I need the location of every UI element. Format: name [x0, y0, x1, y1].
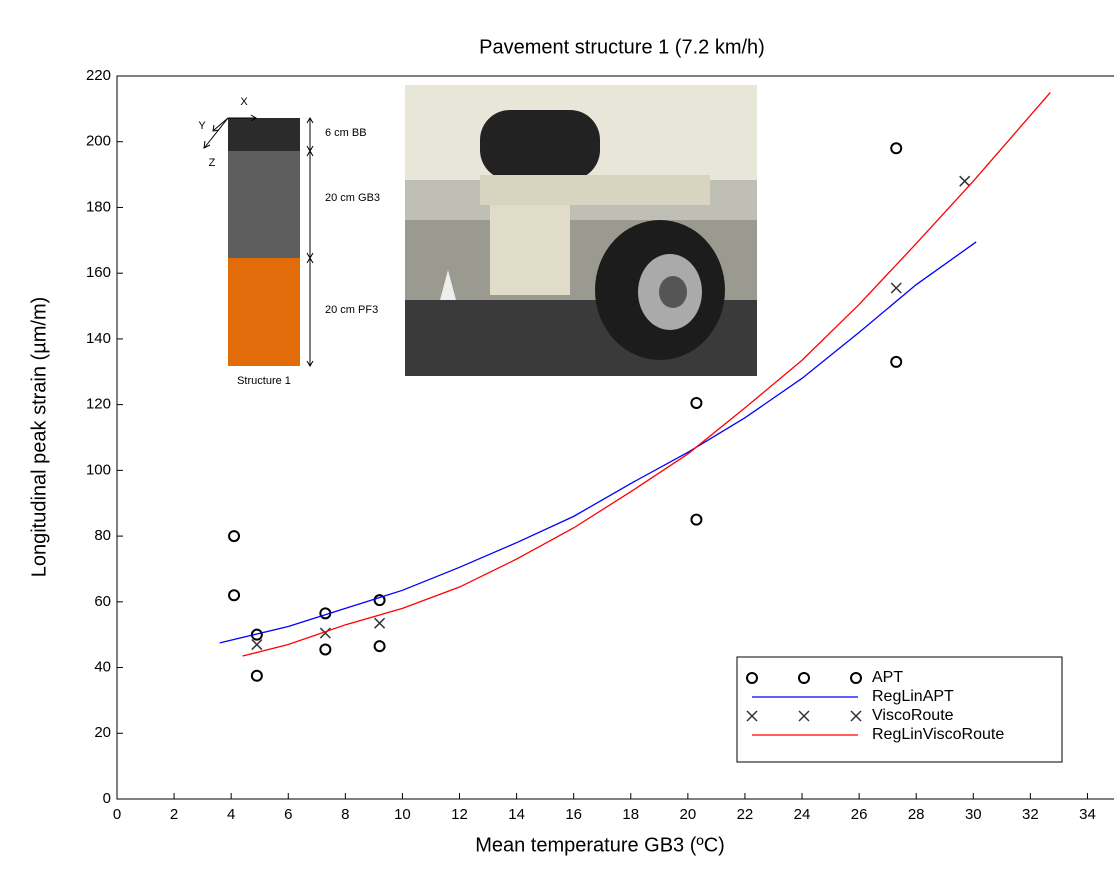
- fit-line: [242, 92, 1051, 657]
- x-tick-label: 30: [965, 806, 982, 823]
- x-tick-label: 26: [851, 806, 868, 823]
- annotation: 20 cm GB3: [325, 192, 380, 204]
- legend-label: ViscoRoute: [872, 707, 954, 724]
- x-tick-label: 16: [565, 806, 582, 823]
- structure-inset: X Y Z 6 cm BB 20 cm GB3 20 cm PF3 Struct…: [198, 96, 380, 387]
- plot-frame: [116, 75, 1114, 800]
- point: [373, 640, 386, 653]
- chart-title: Pavement structure 1 (7.2 km/h): [479, 36, 765, 58]
- legend: [736, 656, 1063, 763]
- legend-swatch: [798, 672, 810, 684]
- annotation: Y: [198, 120, 206, 132]
- y-tick-label: 40: [94, 659, 111, 676]
- x-tick-label: 6: [284, 806, 292, 823]
- layer-pf3: [228, 258, 300, 366]
- point: [690, 513, 703, 526]
- y-tick-label: 20: [94, 724, 111, 741]
- point: [250, 669, 263, 682]
- legend-label: RegLinViscoRoute: [872, 726, 1004, 743]
- annotation: 6 cm BB: [325, 127, 367, 139]
- x-tick-label: 22: [737, 806, 754, 823]
- x-tick-label: 14: [508, 806, 525, 823]
- legend-swatch: [798, 710, 810, 722]
- point: [319, 627, 331, 639]
- x-tick-label: 24: [794, 806, 811, 823]
- y-tick-label: 140: [86, 330, 111, 347]
- layer-bb: [228, 118, 300, 151]
- point: [228, 589, 241, 602]
- x-tick-label: 18: [622, 806, 639, 823]
- point: [228, 530, 241, 543]
- x-tick-label: 0: [113, 806, 121, 823]
- legend-swatch: [746, 710, 758, 722]
- axes-arrows: [203, 114, 314, 367]
- point: [251, 639, 263, 651]
- annotation: 20 cm PF3: [325, 304, 378, 316]
- legend-swatch: [850, 710, 862, 722]
- x-tick-label: 12: [451, 806, 468, 823]
- layer-gb3: [228, 151, 300, 258]
- annotation: Z: [209, 157, 216, 169]
- point: [890, 142, 903, 155]
- y-tick-label: 120: [86, 396, 111, 413]
- x-tick-label: 28: [908, 806, 925, 823]
- y-tick-label: 200: [86, 133, 111, 150]
- point: [374, 617, 386, 629]
- x-tick-label: 2: [170, 806, 178, 823]
- y-tick-label: 60: [94, 593, 111, 610]
- y-tick-label: 100: [86, 461, 111, 478]
- point: [373, 594, 386, 607]
- point: [890, 282, 902, 294]
- y-tick-label: 0: [103, 790, 111, 807]
- legend-swatch: [850, 672, 862, 684]
- legend-swatch: [746, 672, 758, 684]
- x-tick-label: 34: [1079, 806, 1096, 823]
- point: [959, 175, 971, 187]
- legend-label: RegLinAPT: [872, 688, 954, 705]
- point: [690, 396, 703, 409]
- y-tick-label: 180: [86, 198, 111, 215]
- photo-inset: [405, 85, 757, 376]
- x-tick-label: 4: [227, 806, 235, 823]
- y-axis-label: Longitudinal peak strain (µm/m): [28, 297, 50, 578]
- fit-line: [219, 241, 977, 644]
- point: [890, 355, 903, 368]
- x-tick-label: 10: [394, 806, 411, 823]
- legend-label: APT: [872, 669, 903, 686]
- y-tick-label: 160: [86, 264, 111, 281]
- y-tick-label: 80: [94, 527, 111, 544]
- x-tick-label: 32: [1022, 806, 1039, 823]
- point: [319, 643, 332, 656]
- annotation: Structure 1: [237, 375, 291, 387]
- x-axis-label: Mean temperature GB3 (ºC): [475, 834, 725, 856]
- x-tick-label: 8: [341, 806, 349, 823]
- annotation: X: [240, 96, 248, 108]
- x-tick-label: 20: [680, 806, 697, 823]
- y-tick-label: 220: [86, 67, 111, 84]
